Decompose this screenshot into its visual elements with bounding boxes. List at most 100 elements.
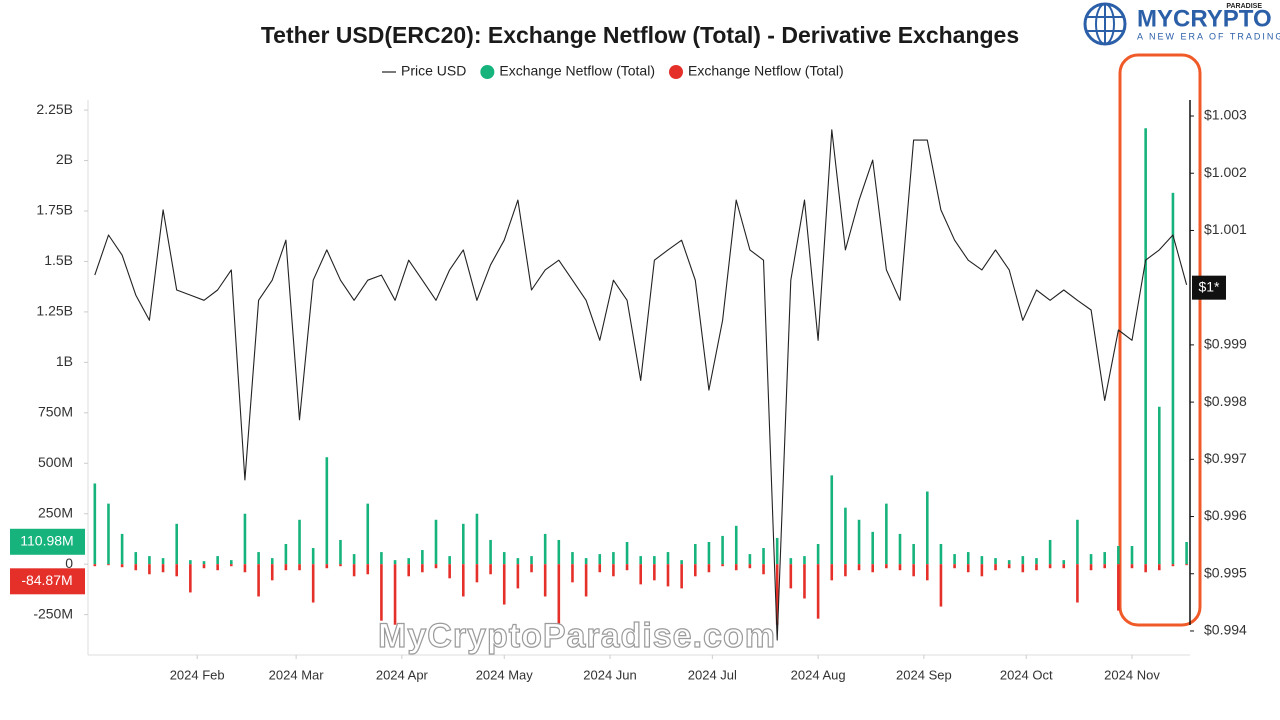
bar xyxy=(189,560,192,565)
x-tick-label: 2024 Aug xyxy=(791,667,846,682)
bar xyxy=(994,558,997,565)
bar xyxy=(380,564,383,621)
bar xyxy=(311,564,315,603)
bar xyxy=(1130,564,1134,569)
bar xyxy=(639,564,643,585)
bar xyxy=(557,564,561,627)
bar xyxy=(830,475,834,565)
bar xyxy=(1157,406,1161,565)
bar xyxy=(407,564,411,577)
bar xyxy=(748,554,752,565)
y2-tick-label: $0.996 xyxy=(1204,507,1247,523)
bar xyxy=(393,560,397,565)
bar xyxy=(584,558,588,565)
legend-marker xyxy=(669,65,683,79)
bar xyxy=(339,539,342,565)
bar xyxy=(134,552,138,565)
bar xyxy=(352,554,356,565)
y-tick-label: 0 xyxy=(65,555,73,571)
bar xyxy=(161,564,165,573)
bar xyxy=(1048,539,1052,565)
bar xyxy=(1048,564,1052,569)
y2-tick-label: $1.002 xyxy=(1204,164,1247,180)
bar xyxy=(202,564,206,569)
bar xyxy=(298,519,301,565)
bar xyxy=(557,539,561,565)
bar xyxy=(666,552,670,565)
bar xyxy=(148,556,151,565)
bar xyxy=(1021,556,1025,565)
bar xyxy=(680,560,683,565)
bar xyxy=(243,564,247,573)
bar xyxy=(148,564,151,575)
y2-tick-label: $0.999 xyxy=(1204,336,1247,352)
bar xyxy=(748,564,752,569)
bar xyxy=(844,507,847,565)
bar xyxy=(107,564,110,566)
bar xyxy=(461,523,465,565)
bar xyxy=(1021,564,1025,573)
bar xyxy=(1089,564,1093,571)
y-tick-label: 2B xyxy=(56,151,73,167)
x-tick-label: 2024 Apr xyxy=(376,667,429,682)
bar xyxy=(1157,564,1161,571)
y-tick-label: 1.25B xyxy=(36,303,73,319)
y2-tick-label: $1.003 xyxy=(1204,107,1247,123)
bar xyxy=(939,544,943,565)
bar xyxy=(980,564,984,577)
bar xyxy=(789,564,793,589)
bar xyxy=(721,535,724,565)
x-tick-label: 2024 Nov xyxy=(1104,667,1160,682)
value-marker-label: -84.87M xyxy=(21,572,72,588)
bar xyxy=(120,564,124,568)
bar xyxy=(1185,564,1188,566)
bar xyxy=(530,564,533,573)
bar xyxy=(352,564,356,577)
bar xyxy=(530,556,533,565)
bar xyxy=(175,564,179,577)
y2-tick-label: $0.998 xyxy=(1204,393,1247,409)
bar xyxy=(516,558,520,565)
value-marker xyxy=(10,528,85,555)
highlight-box xyxy=(1118,53,1202,627)
bar xyxy=(421,550,424,565)
bar xyxy=(1103,564,1107,569)
bar xyxy=(421,564,424,573)
bar xyxy=(571,552,574,565)
bar xyxy=(475,564,479,583)
y2-tick-label: $0.994 xyxy=(1204,622,1247,638)
bar xyxy=(1185,541,1188,565)
bar xyxy=(816,544,820,565)
bar xyxy=(912,544,915,565)
bar xyxy=(1062,560,1066,565)
bar xyxy=(912,564,915,577)
bar xyxy=(407,558,411,565)
bar xyxy=(707,541,711,565)
bar xyxy=(175,523,179,565)
bar xyxy=(871,531,875,565)
bar xyxy=(229,560,233,565)
bar xyxy=(625,564,629,571)
bar xyxy=(1144,564,1147,573)
bar xyxy=(461,564,465,597)
bar xyxy=(216,556,219,565)
bar xyxy=(1007,560,1011,565)
logo: MYCRYPTO PARADISE A NEW ERA OF TRADING xyxy=(1083,2,1280,46)
bar xyxy=(325,457,329,565)
bar xyxy=(1035,564,1038,571)
bar xyxy=(625,541,629,565)
bar xyxy=(380,552,383,565)
logo-name: MYCRYPTO xyxy=(1137,5,1272,32)
bar xyxy=(789,558,793,565)
bar xyxy=(612,564,615,577)
bar xyxy=(93,564,97,567)
bar xyxy=(885,564,888,569)
bar xyxy=(966,552,970,565)
bar xyxy=(844,564,847,577)
bar xyxy=(1062,564,1066,569)
bar xyxy=(857,519,861,565)
x-tick-label: 2024 Jun xyxy=(583,667,637,682)
y-tick-label: 1.5B xyxy=(44,252,73,268)
x-tick-label: 2024 Oct xyxy=(1000,667,1053,682)
